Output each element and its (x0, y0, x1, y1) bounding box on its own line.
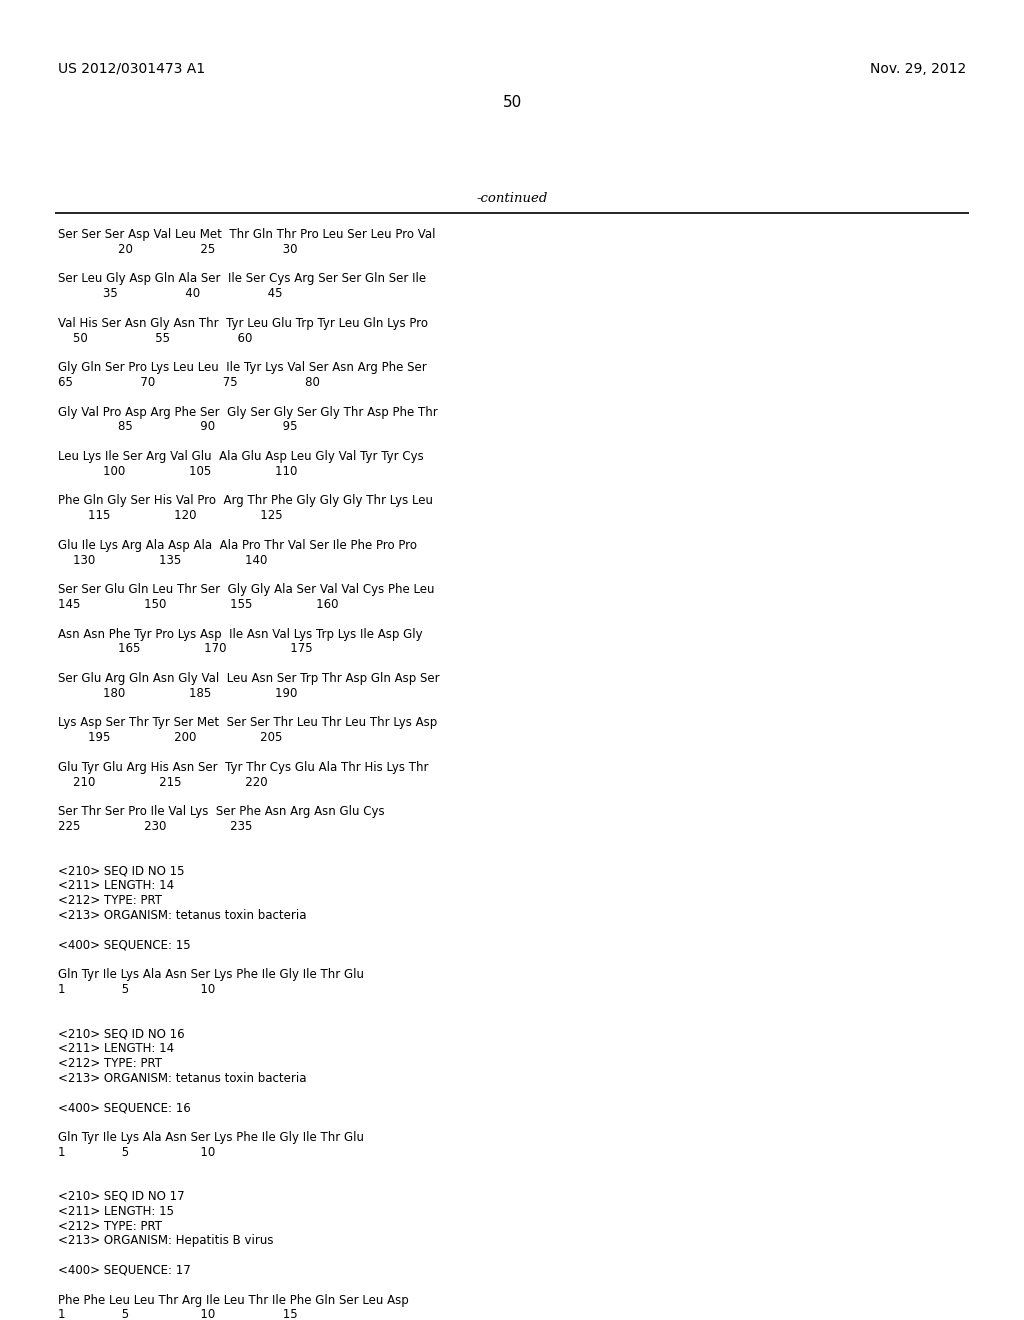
Text: Ser Thr Ser Pro Ile Val Lys  Ser Phe Asn Arg Asn Glu Cys: Ser Thr Ser Pro Ile Val Lys Ser Phe Asn … (58, 805, 385, 818)
Text: 1               5                   10                  15: 1 5 10 15 (58, 1308, 298, 1320)
Text: 50                  55                  60: 50 55 60 (58, 331, 252, 345)
Text: <400> SEQUENCE: 16: <400> SEQUENCE: 16 (58, 1101, 190, 1114)
Text: <212> TYPE: PRT: <212> TYPE: PRT (58, 1057, 162, 1069)
Text: <213> ORGANISM: tetanus toxin bacteria: <213> ORGANISM: tetanus toxin bacteria (58, 908, 306, 921)
Text: 85                  90                  95: 85 90 95 (58, 420, 298, 433)
Text: Lys Asp Ser Thr Tyr Ser Met  Ser Ser Thr Leu Thr Leu Thr Lys Asp: Lys Asp Ser Thr Tyr Ser Met Ser Ser Thr … (58, 717, 437, 730)
Text: <210> SEQ ID NO 17: <210> SEQ ID NO 17 (58, 1191, 184, 1203)
Text: <400> SEQUENCE: 17: <400> SEQUENCE: 17 (58, 1265, 190, 1276)
Text: Gly Gln Ser Pro Lys Leu Leu  Ile Tyr Lys Val Ser Asn Arg Phe Ser: Gly Gln Ser Pro Lys Leu Leu Ile Tyr Lys … (58, 362, 427, 374)
Text: 180                 185                 190: 180 185 190 (58, 686, 297, 700)
Text: US 2012/0301473 A1: US 2012/0301473 A1 (58, 62, 205, 77)
Text: 65                  70                  75                  80: 65 70 75 80 (58, 376, 319, 389)
Text: Leu Lys Ile Ser Arg Val Glu  Ala Glu Asp Leu Gly Val Tyr Tyr Cys: Leu Lys Ile Ser Arg Val Glu Ala Glu Asp … (58, 450, 424, 463)
Text: 1               5                   10: 1 5 10 (58, 1146, 215, 1159)
Text: Ser Glu Arg Gln Asn Gly Val  Leu Asn Ser Trp Thr Asp Gln Asp Ser: Ser Glu Arg Gln Asn Gly Val Leu Asn Ser … (58, 672, 439, 685)
Text: 1               5                   10: 1 5 10 (58, 983, 215, 995)
Text: Gln Tyr Ile Lys Ala Asn Ser Lys Phe Ile Gly Ile Thr Glu: Gln Tyr Ile Lys Ala Asn Ser Lys Phe Ile … (58, 968, 364, 981)
Text: <211> LENGTH: 14: <211> LENGTH: 14 (58, 879, 174, 892)
Text: 165                 170                 175: 165 170 175 (58, 643, 312, 656)
Text: Asn Asn Phe Tyr Pro Lys Asp  Ile Asn Val Lys Trp Lys Ile Asp Gly: Asn Asn Phe Tyr Pro Lys Asp Ile Asn Val … (58, 627, 423, 640)
Text: <210> SEQ ID NO 15: <210> SEQ ID NO 15 (58, 865, 184, 878)
Text: 210                 215                 220: 210 215 220 (58, 776, 267, 788)
Text: <212> TYPE: PRT: <212> TYPE: PRT (58, 894, 162, 907)
Text: Val His Ser Asn Gly Asn Thr  Tyr Leu Glu Trp Tyr Leu Gln Lys Pro: Val His Ser Asn Gly Asn Thr Tyr Leu Glu … (58, 317, 428, 330)
Text: 145                 150                 155                 160: 145 150 155 160 (58, 598, 339, 611)
Text: Gly Val Pro Asp Arg Phe Ser  Gly Ser Gly Ser Gly Thr Asp Phe Thr: Gly Val Pro Asp Arg Phe Ser Gly Ser Gly … (58, 405, 437, 418)
Text: 195                 200                 205: 195 200 205 (58, 731, 283, 744)
Text: Phe Phe Leu Leu Thr Arg Ile Leu Thr Ile Phe Gln Ser Leu Asp: Phe Phe Leu Leu Thr Arg Ile Leu Thr Ile … (58, 1294, 409, 1307)
Text: <211> LENGTH: 15: <211> LENGTH: 15 (58, 1205, 174, 1218)
Text: Ser Ser Glu Gln Leu Thr Ser  Gly Gly Ala Ser Val Val Cys Phe Leu: Ser Ser Glu Gln Leu Thr Ser Gly Gly Ala … (58, 583, 434, 597)
Text: <212> TYPE: PRT: <212> TYPE: PRT (58, 1220, 162, 1233)
Text: 100                 105                 110: 100 105 110 (58, 465, 297, 478)
Text: Glu Tyr Glu Arg His Asn Ser  Tyr Thr Cys Glu Ala Thr His Lys Thr: Glu Tyr Glu Arg His Asn Ser Tyr Thr Cys … (58, 760, 428, 774)
Text: 115                 120                 125: 115 120 125 (58, 510, 283, 523)
Text: 20                  25                  30: 20 25 30 (58, 243, 298, 256)
Text: 35                  40                  45: 35 40 45 (58, 288, 283, 300)
Text: <210> SEQ ID NO 16: <210> SEQ ID NO 16 (58, 1027, 184, 1040)
Text: 225                 230                 235: 225 230 235 (58, 820, 252, 833)
Text: <211> LENGTH: 14: <211> LENGTH: 14 (58, 1041, 174, 1055)
Text: Nov. 29, 2012: Nov. 29, 2012 (869, 62, 966, 77)
Text: Gln Tyr Ile Lys Ala Asn Ser Lys Phe Ile Gly Ile Thr Glu: Gln Tyr Ile Lys Ala Asn Ser Lys Phe Ile … (58, 1131, 364, 1144)
Text: 130                 135                 140: 130 135 140 (58, 553, 267, 566)
Text: Phe Gln Gly Ser His Val Pro  Arg Thr Phe Gly Gly Gly Thr Lys Leu: Phe Gln Gly Ser His Val Pro Arg Thr Phe … (58, 495, 433, 507)
Text: <213> ORGANISM: tetanus toxin bacteria: <213> ORGANISM: tetanus toxin bacteria (58, 1072, 306, 1085)
Text: Glu Ile Lys Arg Ala Asp Ala  Ala Pro Thr Val Ser Ile Phe Pro Pro: Glu Ile Lys Arg Ala Asp Ala Ala Pro Thr … (58, 539, 417, 552)
Text: Ser Ser Ser Asp Val Leu Met  Thr Gln Thr Pro Leu Ser Leu Pro Val: Ser Ser Ser Asp Val Leu Met Thr Gln Thr … (58, 228, 435, 242)
Text: 50: 50 (503, 95, 521, 110)
Text: <400> SEQUENCE: 15: <400> SEQUENCE: 15 (58, 939, 190, 952)
Text: <213> ORGANISM: Hepatitis B virus: <213> ORGANISM: Hepatitis B virus (58, 1234, 273, 1247)
Text: -continued: -continued (476, 191, 548, 205)
Text: Ser Leu Gly Asp Gln Ala Ser  Ile Ser Cys Arg Ser Ser Gln Ser Ile: Ser Leu Gly Asp Gln Ala Ser Ile Ser Cys … (58, 272, 426, 285)
